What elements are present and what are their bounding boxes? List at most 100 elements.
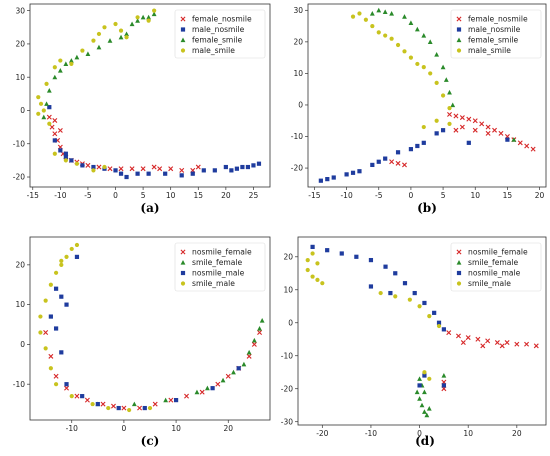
data-point [427,314,432,319]
data-point [492,127,498,133]
legend-box [174,242,266,292]
x-tick-label: 20 [512,429,522,438]
data-point [466,116,472,122]
data-point [74,254,80,259]
x-tick-label: 0 [417,429,422,438]
data-point [370,23,375,29]
y-tick-label: 10 [15,73,25,82]
data-point [41,114,47,120]
panel-label: (d) [415,434,435,448]
y-tick-label: -10 [281,351,293,360]
data-point [436,320,442,325]
data-point [107,166,113,172]
x-tick-label: -10 [54,191,66,200]
data-point [212,168,217,173]
data-point [505,137,510,142]
data-point [440,128,446,133]
data-point [325,248,330,253]
data-point [102,25,107,30]
data-point [63,158,68,163]
data-point [121,405,127,411]
data-point [53,270,59,275]
data-point [453,113,459,119]
data-point [53,373,59,379]
data-point [246,353,252,359]
data-point [84,397,90,403]
legend-box [174,9,266,59]
data-point [157,166,163,172]
panel-label: (c) [141,434,160,448]
data-point [257,329,263,335]
data-point [408,20,414,26]
data-point [201,168,206,173]
data-point [240,164,245,170]
data-point [389,10,395,16]
data-point [59,262,64,267]
legend-entry: female_smile [192,36,243,45]
data-point [434,118,439,123]
legend-marker [180,48,186,53]
data-point [53,326,59,331]
data-point [129,166,135,172]
data-point [91,168,96,173]
data-point [96,164,102,170]
data-point [64,254,69,259]
data-point [257,326,262,331]
data-point [241,361,247,367]
data-point [401,162,407,168]
legend-marker [456,260,462,265]
x-tick-label: 0 [122,424,127,433]
data-point [376,30,381,35]
data-point [163,171,168,176]
data-point [64,382,69,387]
x-tick-label: 5 [141,191,146,200]
data-point [46,114,52,120]
data-point [259,318,265,323]
data-point [135,18,140,23]
data-point [421,33,427,38]
panel-b: -15 -10 -5 0 5 10 15 20 -20 -10 0 10 20 30 female_nosm… [291,3,547,215]
legend-entry: female_smile [468,36,519,45]
data-point [63,61,69,66]
data-point [499,343,505,349]
data-point [53,382,59,387]
data-point [434,51,440,57]
data-point [152,8,157,13]
data-point [422,300,427,306]
y-tick-label: 0 [20,106,25,115]
data-point [436,323,442,329]
data-point [256,161,262,166]
x-tick-label: 10 [463,429,473,438]
data-point [344,172,349,177]
x-tick-label: -5 [84,191,92,200]
data-point [135,15,140,20]
data-point [64,302,69,307]
data-point [59,294,64,299]
data-point [52,65,57,70]
data-point [450,102,456,108]
x-tick-label: -15 [27,191,39,200]
data-point [475,336,481,342]
data-point [318,178,323,183]
y-tick-label: 30 [293,6,303,15]
legend-box [450,9,542,59]
data-point [393,271,398,276]
data-point [38,314,43,319]
data-point [383,264,388,269]
data-point [116,405,121,411]
data-point [408,147,414,152]
data-point [440,93,446,98]
data-point [173,398,179,403]
data-point [151,11,157,17]
y-tick-label: -30 [281,417,293,426]
data-point [179,173,184,178]
data-point [447,106,452,111]
data-point [339,251,344,256]
data-point [106,405,111,411]
x-tick-label: 10 [171,424,181,433]
legend-entry: smile_female [192,258,243,267]
data-point [494,340,500,346]
data-point [48,314,53,319]
data-point [251,337,257,343]
data-point [432,310,437,315]
